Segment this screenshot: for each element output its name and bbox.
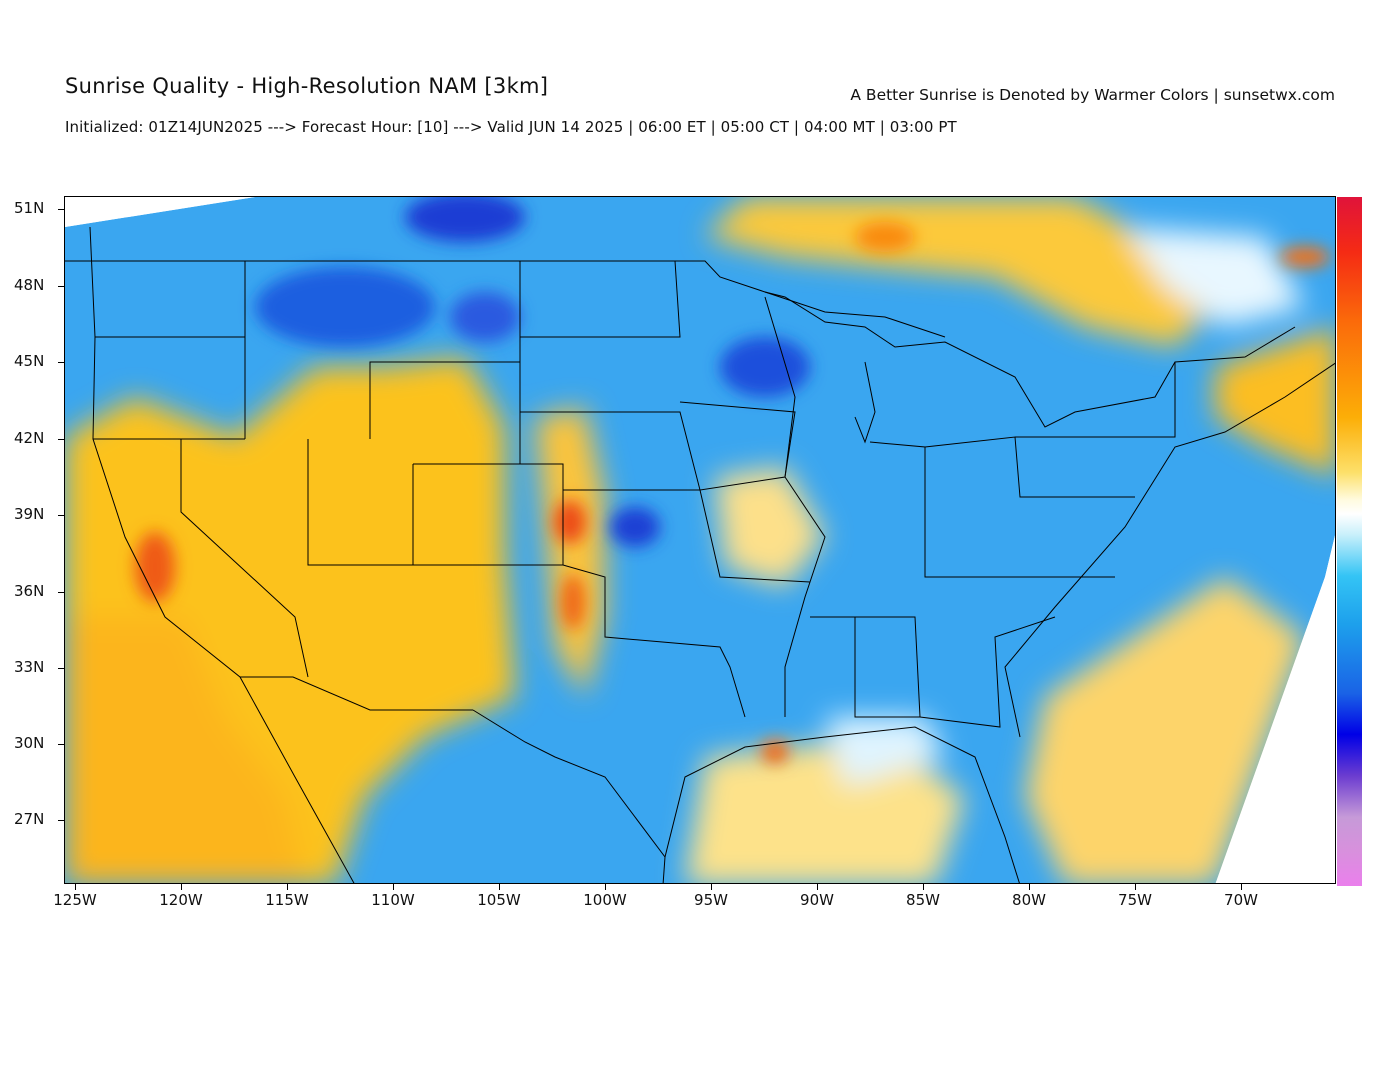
- border-ca-mx: [240, 676, 473, 711]
- lon-label-105w: 105W: [477, 891, 521, 909]
- lat-tick: [58, 668, 64, 669]
- warm-gulf: [685, 737, 965, 883]
- lat-tick: [58, 592, 64, 593]
- lat-tick: [58, 362, 64, 363]
- warm-canada-north: [705, 197, 1215, 347]
- warm-atlantic-ne: [1215, 327, 1335, 477]
- border-ny-pa: [1015, 362, 1176, 438]
- chart-tagline: A Better Sunrise is Denoted by Warmer Co…: [850, 86, 1335, 104]
- outside-domain-se: [1215, 535, 1335, 883]
- lon-label-115w: 115W: [265, 891, 309, 909]
- border-ga-fl: [919, 616, 1056, 728]
- blue-pocket-plains: [450, 292, 520, 342]
- forecast-map[interactable]: [64, 196, 1336, 884]
- lat-label-45n: 45N: [14, 352, 45, 370]
- clear-gulf-coast: [825, 717, 945, 787]
- coast-pacific: [89, 226, 355, 883]
- lat-tick: [58, 439, 64, 440]
- lat-label-42n: 42N: [14, 429, 45, 447]
- lon-tick: [181, 884, 182, 890]
- boundaries: [65, 260, 1296, 883]
- coast-lake-michigan: [854, 361, 876, 444]
- lon-tick: [817, 884, 818, 890]
- coast-atlantic: [1004, 362, 1335, 738]
- forecast-map-svg: [65, 197, 1335, 883]
- lon-tick: [1029, 884, 1030, 890]
- chart-title: Sunrise Quality - High-Resolution NAM [3…: [65, 74, 549, 98]
- border-nevada: [180, 439, 309, 678]
- border-ok-tx: [562, 564, 746, 718]
- border-mississippi: [764, 296, 826, 717]
- lon-label-85w: 85W: [906, 891, 940, 909]
- border-ne-ks: [520, 411, 701, 491]
- border-wy: [370, 361, 521, 464]
- lon-tick: [499, 884, 500, 890]
- chart-subtitle: Initialized: 01Z14JUN2025 ---> Forecast …: [65, 118, 957, 136]
- lat-label-27n: 27N: [14, 810, 45, 828]
- red-spot-gaspe: [1280, 247, 1330, 267]
- lat-label-33n: 33N: [14, 658, 45, 676]
- lat-tick: [58, 515, 64, 516]
- lon-tick: [393, 884, 394, 890]
- field-accents: [135, 197, 1330, 764]
- lon-tick: [287, 884, 288, 890]
- clear-northeast: [1125, 227, 1305, 327]
- coastlines: [89, 226, 1335, 883]
- lon-tick: [605, 884, 606, 890]
- lon-label-80w: 80W: [1012, 891, 1046, 909]
- warm-plains-stripe: [535, 407, 605, 697]
- lon-tick: [923, 884, 924, 890]
- lat-tick: [58, 744, 64, 745]
- warm-atlantic-se: [1025, 577, 1305, 883]
- border-great-lakes-states: [924, 436, 1135, 498]
- red-spot-california: [135, 532, 175, 602]
- border-ia-mo: [679, 401, 811, 583]
- blue-pocket-kansas: [610, 507, 660, 547]
- coast-gulf: [664, 726, 1020, 883]
- border-dakotas: [520, 260, 681, 338]
- lat-label-48n: 48N: [14, 276, 45, 294]
- lat-tick: [58, 209, 64, 210]
- warm-pacific: [65, 617, 305, 883]
- border-ohio-valley: [869, 441, 1115, 578]
- lon-label-95w: 95W: [694, 891, 728, 909]
- coast-lake-superior: [764, 291, 946, 338]
- lat-label-36n: 36N: [14, 582, 45, 600]
- lon-tick: [75, 884, 76, 890]
- lon-label-100w: 100W: [583, 891, 627, 909]
- lat-label-39n: 39N: [14, 505, 45, 523]
- lon-label-120w: 120W: [159, 891, 203, 909]
- lon-label-75w: 75W: [1118, 891, 1152, 909]
- lon-label-125w: 125W: [53, 891, 97, 909]
- lat-tick: [58, 820, 64, 821]
- border-tx-mx: [472, 709, 666, 883]
- lon-label-90w: 90W: [800, 891, 834, 909]
- border-us-canada: [65, 260, 1296, 428]
- lat-label-30n: 30N: [14, 734, 45, 752]
- lon-tick: [1135, 884, 1136, 890]
- color-scale-bar: [1337, 197, 1362, 886]
- lon-tick: [711, 884, 712, 890]
- blue-pocket-wisconsin: [720, 337, 810, 397]
- outside-domain-nw: [65, 197, 255, 227]
- lon-label-110w: 110W: [371, 891, 415, 909]
- warm-midwest: [715, 467, 825, 587]
- lon-tick: [1241, 884, 1242, 890]
- blue-pocket-montana: [255, 267, 435, 347]
- field-regions: [65, 197, 1335, 883]
- lat-label-51n: 51N: [14, 199, 45, 217]
- lat-tick: [58, 286, 64, 287]
- red-spot-quebec: [855, 222, 915, 252]
- lon-label-70w: 70W: [1224, 891, 1258, 909]
- blue-pocket-canada: [405, 197, 525, 242]
- red-spot-colorado: [554, 500, 586, 544]
- red-spot-texas: [561, 574, 585, 630]
- red-spot-louisiana: [761, 740, 789, 764]
